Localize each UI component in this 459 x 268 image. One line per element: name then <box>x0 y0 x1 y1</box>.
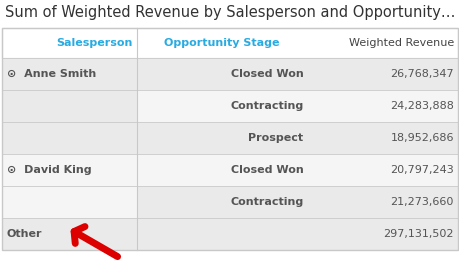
Bar <box>2 122 136 154</box>
Text: 21,273,660: 21,273,660 <box>390 197 453 207</box>
Bar <box>136 218 457 250</box>
Text: 26,768,347: 26,768,347 <box>390 69 453 79</box>
Bar <box>2 58 136 90</box>
Text: Other: Other <box>7 229 42 239</box>
Text: 18,952,686: 18,952,686 <box>390 133 453 143</box>
Text: Prospect: Prospect <box>248 133 303 143</box>
Bar <box>2 90 136 122</box>
Bar <box>136 58 457 90</box>
Text: 24,283,888: 24,283,888 <box>389 101 453 111</box>
Text: Contracting: Contracting <box>230 101 303 111</box>
Bar <box>2 154 136 186</box>
Text: Opportunity Stage: Opportunity Stage <box>164 38 279 48</box>
Text: Sum of Weighted Revenue by Salesperson and Opportunity…: Sum of Weighted Revenue by Salesperson a… <box>5 6 454 20</box>
Text: Closed Won: Closed Won <box>230 69 303 79</box>
Text: Salesperson: Salesperson <box>56 38 132 48</box>
Bar <box>2 186 136 218</box>
Text: Weighted Revenue: Weighted Revenue <box>348 38 453 48</box>
Bar <box>136 186 457 218</box>
Bar <box>2 218 136 250</box>
Text: 20,797,243: 20,797,243 <box>389 165 453 175</box>
Bar <box>2 28 457 58</box>
Bar <box>2 28 457 250</box>
Text: Contracting: Contracting <box>230 197 303 207</box>
Text: ⊙  David King: ⊙ David King <box>7 165 91 175</box>
Text: 297,131,502: 297,131,502 <box>383 229 453 239</box>
Bar <box>136 122 457 154</box>
Bar <box>136 90 457 122</box>
Text: ⊙  Anne Smith: ⊙ Anne Smith <box>7 69 96 79</box>
Bar <box>136 154 457 186</box>
Text: Closed Won: Closed Won <box>230 165 303 175</box>
